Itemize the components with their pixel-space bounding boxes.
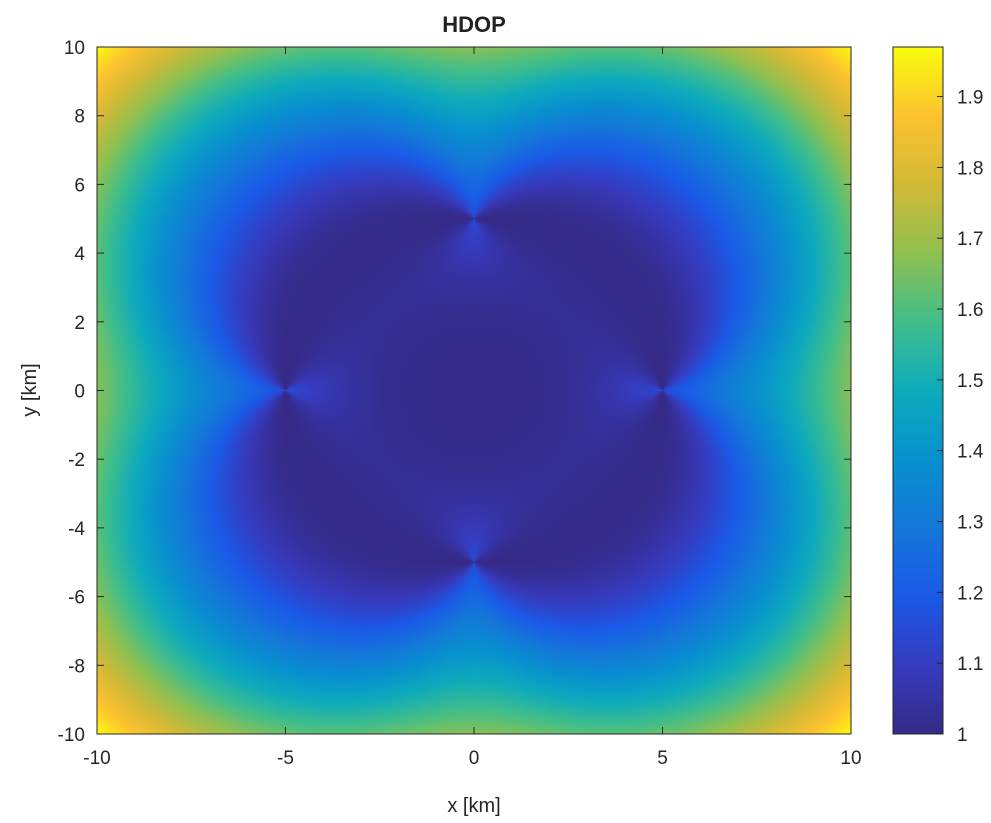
y-tick-label: -10 (58, 725, 85, 746)
colorbar-tick-label: 1 (957, 725, 968, 746)
colorbar-tick-label: 1.8 (957, 158, 983, 179)
y-tick-label: -8 (68, 656, 85, 677)
y-tick-label: 2 (74, 313, 85, 334)
y-axis: -10 -8 -6 -4 -2 0 2 4 6 8 10 (58, 38, 851, 746)
x-tick-label: 0 (469, 748, 480, 769)
colorbar-axis: 1 1.1 1.2 1.3 1.4 1.5 1.6 1.7 1.8 1.9 (937, 88, 984, 746)
y-axis-label: y [km] (19, 363, 41, 416)
y-tick-label: -6 (68, 588, 85, 609)
y-tick-label: 4 (74, 244, 85, 265)
colorbar-tick-label: 1.1 (957, 654, 983, 675)
y-tick-label: -4 (68, 519, 85, 540)
x-tick-label: 5 (657, 748, 668, 769)
colorbar-frame (892, 46, 944, 735)
chart-title: HDOP (442, 12, 506, 37)
y-tick-label: 0 (74, 382, 85, 403)
colorbar-gradient (893, 47, 943, 734)
y-tick-label: 8 (74, 107, 85, 128)
plot-frame (96, 46, 852, 735)
y-tick-label: -2 (68, 450, 85, 471)
colorbar-tick-label: 1.7 (957, 229, 983, 250)
colorbar-tick-label: 1.4 (957, 442, 984, 463)
colorbar-tick-label: 1.5 (957, 371, 983, 392)
y-tick-label: 10 (64, 38, 85, 59)
colorbar-tick-label: 1.3 (957, 513, 983, 534)
x-axis-label: x [km] (447, 795, 500, 817)
y-tick-label: 6 (74, 175, 85, 196)
x-tick-label: 10 (840, 748, 861, 769)
x-axis: -10 -5 0 5 10 (83, 47, 862, 769)
colorbar-tick-label: 1.6 (957, 300, 983, 321)
heatmap-surface (97, 47, 851, 734)
colorbar-tick-label: 1.9 (957, 88, 983, 109)
x-tick-label: -10 (83, 748, 110, 769)
x-tick-label: -5 (277, 748, 294, 769)
colorbar-tick-label: 1.2 (957, 583, 983, 604)
